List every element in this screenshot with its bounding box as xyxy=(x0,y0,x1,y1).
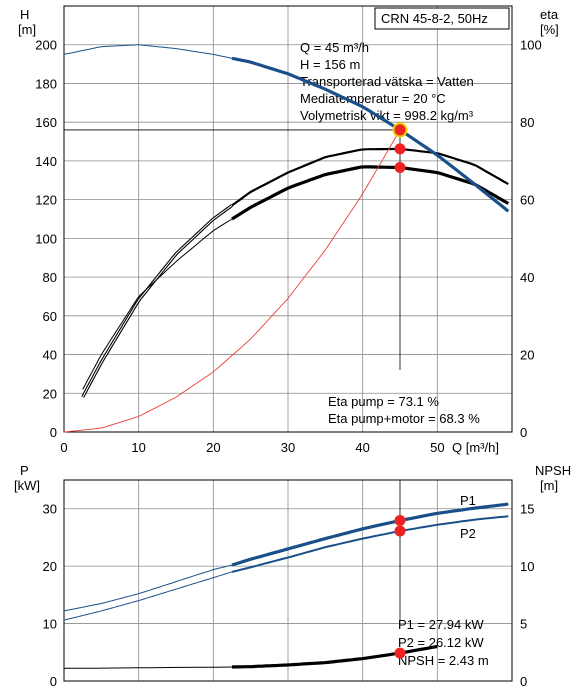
system-curve xyxy=(63,129,401,433)
top-tick-labels: 0 10 20 30 40 50 0 20 40 60 80 100 120 140 160 180 200 0 2… xyxy=(35,38,541,455)
bottom-grid xyxy=(64,480,512,681)
npsh-curve-extended xyxy=(63,666,232,669)
left-tick-label: 20 xyxy=(43,386,57,401)
p1-curve-extended xyxy=(63,564,233,612)
x-tick-label: 10 xyxy=(131,440,145,455)
bottom-right-axis-title: NPSH xyxy=(535,463,571,478)
x-axis-label: Q [m³/h] xyxy=(452,440,499,455)
right-tick-label: 40 xyxy=(520,270,534,285)
info-density: Volymetrisk vikt = 998.2 kg/m³ xyxy=(300,108,474,123)
bottom-tick-labels: 0 10 20 30 0 5 10 15 xyxy=(43,502,535,687)
info-liquid: Transporterad vätska = Vatten xyxy=(300,74,474,89)
bottom-left-axis-title: P xyxy=(20,463,29,478)
right-tick-label: 0 xyxy=(520,674,527,687)
series-label-p1: P1 xyxy=(460,493,476,508)
head-curve xyxy=(231,56,510,213)
power-info-block: P1 = 27.94 kW P2 = 26.12 kW NPSH = 2.43 … xyxy=(398,617,489,668)
left-tick-label: 140 xyxy=(35,154,57,169)
duty-point-p1-marker xyxy=(394,515,406,527)
x-tick-label: 0 xyxy=(60,440,67,455)
info-p1: P1 = 27.94 kW xyxy=(398,617,484,632)
x-tick-label: 50 xyxy=(430,440,444,455)
info-p2: P2 = 26.12 kW xyxy=(398,635,484,650)
top-duty-markers xyxy=(64,122,408,370)
p2-curve-extended xyxy=(63,571,233,621)
x-tick-label: 20 xyxy=(206,440,220,455)
series-label-p2: P2 xyxy=(460,526,476,541)
info-temperature: Mediatemperatur = 20 °C xyxy=(300,91,446,106)
bottom-left-axis-unit: [kW] xyxy=(14,478,40,493)
duty-info-block: Q = 45 m³/h H = 156 m Transporterad väts… xyxy=(300,40,474,123)
left-tick-label: 200 xyxy=(35,38,57,53)
model-label: CRN 45-8-2, 50Hz xyxy=(381,11,488,26)
p2-curve xyxy=(231,515,509,573)
top-curves xyxy=(63,44,510,433)
eta-pump-motor-curve xyxy=(231,165,510,221)
p1-curve xyxy=(231,502,509,567)
left-tick-label: 180 xyxy=(35,76,57,91)
right-tick-label: 0 xyxy=(520,425,527,440)
duty-point-npsh-marker xyxy=(394,647,406,659)
bottom-plot-frame xyxy=(63,479,513,682)
bottom-duty-markers xyxy=(394,480,406,659)
x-tick-label: 30 xyxy=(281,440,295,455)
top-plot-frame xyxy=(63,5,513,433)
duty-point-p2-marker xyxy=(394,525,406,537)
right-tick-label: 10 xyxy=(520,559,534,574)
duty-point-head-marker xyxy=(392,122,408,138)
right-tick-label: 60 xyxy=(520,193,534,208)
top-grid xyxy=(64,6,512,432)
eta-pump-curve xyxy=(231,147,509,207)
left-tick-label: 0 xyxy=(50,425,57,440)
top-panel: H [m] eta [%] 0 10 20 30 40 50 0 20 40 60 80 100 120… xyxy=(18,5,559,455)
info-flow: Q = 45 m³/h xyxy=(300,40,369,55)
left-tick-label: 30 xyxy=(43,502,57,517)
right-tick-label: 20 xyxy=(520,348,534,363)
left-tick-label: 120 xyxy=(35,193,57,208)
right-tick-label: 15 xyxy=(520,502,534,517)
eta-info-block: Eta pump = 73.1 % Eta pump+motor = 68.3 … xyxy=(328,394,480,426)
left-tick-label: 60 xyxy=(43,309,57,324)
right-tick-label: 100 xyxy=(520,38,542,53)
top-right-axis-title: eta xyxy=(540,7,559,22)
top-left-axis-unit: [m] xyxy=(18,22,36,37)
duty-point-eta-pump-marker xyxy=(394,143,406,155)
right-tick-label: 80 xyxy=(520,115,534,130)
info-eta-pump-motor: Eta pump+motor = 68.3 % xyxy=(328,411,480,426)
bottom-right-axis-unit: [m] xyxy=(540,478,558,493)
info-npsh: NPSH = 2.43 m xyxy=(398,653,489,668)
x-tick-label: 40 xyxy=(355,440,369,455)
top-left-axis-title: H xyxy=(20,7,29,22)
left-tick-label: 20 xyxy=(43,559,57,574)
info-eta-pump: Eta pump = 73.1 % xyxy=(328,394,439,409)
left-tick-label: 160 xyxy=(35,115,57,130)
left-tick-label: 0 xyxy=(50,674,57,687)
eta-pump-curve-extended-inner xyxy=(82,205,233,398)
right-tick-label: 5 xyxy=(520,617,527,632)
info-head: H = 156 m xyxy=(300,57,360,72)
left-tick-label: 40 xyxy=(43,348,57,363)
top-right-axis-unit: [%] xyxy=(540,22,559,37)
eta-pump-motor-curve-extended xyxy=(82,218,233,390)
left-tick-label: 100 xyxy=(35,231,57,246)
bottom-panel: P [kW] NPSH [m] 0 10 20 30 0 5 10 15 P1 P2 P1 =… xyxy=(14,463,571,687)
left-tick-label: 80 xyxy=(43,270,57,285)
duty-point-eta-motor-marker xyxy=(394,161,406,173)
left-tick-label: 10 xyxy=(43,617,57,632)
model-label-box: CRN 45-8-2, 50Hz xyxy=(374,7,510,30)
head-curve-extended xyxy=(63,44,233,59)
